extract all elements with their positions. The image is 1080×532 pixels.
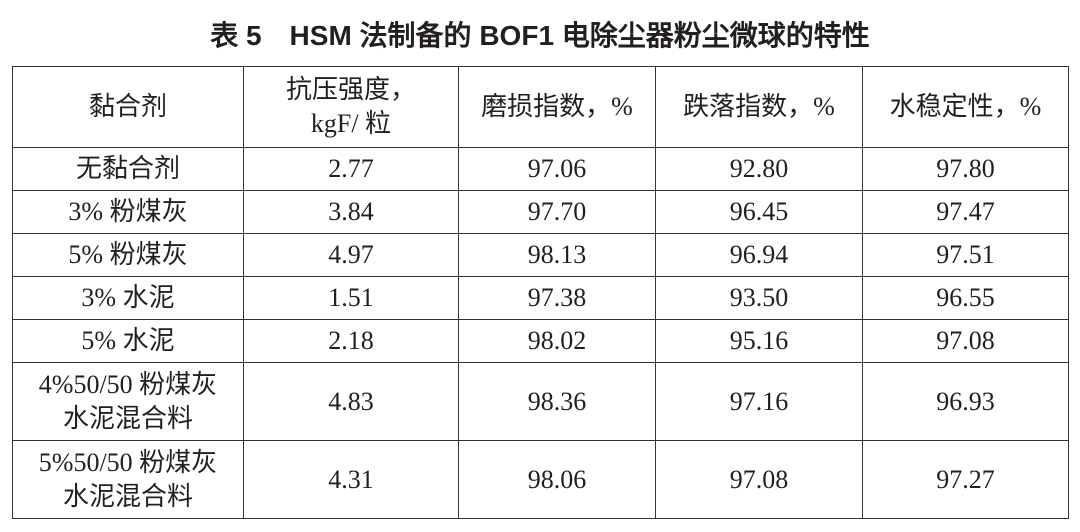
cell-text: 97.70 — [527, 197, 587, 226]
data-cell: 96.45 — [655, 190, 863, 234]
data-cell: 4.31 — [243, 440, 459, 519]
data-cell: 97.27 — [862, 440, 1069, 519]
cell-text: 97.06 — [527, 154, 587, 183]
data-cell: 3.84 — [243, 190, 459, 234]
cell-text: 3% 粉煤灰 — [68, 197, 188, 226]
cell-text: 97.27 — [936, 464, 995, 494]
data-cell: 1.51 — [243, 276, 459, 320]
data-row: 5% 水泥 2.18 98.02 95.16 97.08 — [12, 319, 1069, 363]
data-cell: 97.80 — [862, 147, 1069, 191]
data-cell: 5% 粉煤灰 — [12, 233, 244, 277]
header-cell: 黏合剂 — [12, 66, 244, 148]
cell-text: 97.47 — [936, 197, 995, 226]
data-cell: 5%50/50 粉煤灰水泥混合料 — [12, 440, 244, 519]
cell-text: 跌落指数，% — [683, 92, 835, 121]
cell-text: 98.02 — [527, 326, 587, 355]
data-cell: 98.06 — [458, 440, 656, 519]
data-cell: 97.08 — [655, 440, 863, 519]
data-cell: 4.83 — [243, 362, 459, 441]
data-cell: 4.97 — [243, 233, 459, 277]
cell-text: 4.31 — [328, 464, 374, 494]
cell-text: 96.94 — [729, 240, 789, 269]
cell-text: 2.18 — [328, 326, 374, 355]
data-cell: 96.55 — [862, 276, 1069, 320]
header-cell: 水稳定性，% — [862, 66, 1069, 148]
data-cell: 4%50/50 粉煤灰水泥混合料 — [12, 362, 244, 441]
data-cell: 92.80 — [655, 147, 863, 191]
data-cell: 98.02 — [458, 319, 656, 363]
header-cell: 磨损指数，% — [458, 66, 656, 148]
cell-text: 97.51 — [936, 240, 995, 269]
data-cell: 93.50 — [655, 276, 863, 320]
data-cell: 5% 水泥 — [12, 319, 244, 363]
data-cell: 无黏合剂 — [12, 147, 244, 191]
cell-text: 92.80 — [729, 154, 789, 183]
data-cell: 96.94 — [655, 233, 863, 277]
cell-text: 黏合剂 — [88, 92, 167, 121]
data-row: 无黏合剂 2.77 97.06 92.80 97.80 — [12, 147, 1069, 191]
data-cell: 97.47 — [862, 190, 1069, 234]
data-row: 5% 粉煤灰 4.97 98.13 96.94 97.51 — [12, 233, 1069, 277]
data-cell: 97.70 — [458, 190, 656, 234]
cell-text: 4%50/50 粉煤灰水泥混合料 — [38, 369, 218, 433]
cell-text: 磨损指数，% — [481, 92, 633, 121]
cell-text: 5% 粉煤灰 — [68, 240, 188, 269]
cell-text: 93.50 — [729, 283, 789, 312]
data-cell: 96.93 — [862, 362, 1069, 441]
cell-text: 98.06 — [527, 464, 587, 494]
data-cell: 3% 粉煤灰 — [12, 190, 244, 234]
header-row: 黏合剂 抗压强度，kgF/ 粒 磨损指数，% 跌落指数，% 水稳定性，% — [12, 66, 1069, 148]
data-table: 黏合剂 抗压强度，kgF/ 粒 磨损指数，% 跌落指数，% 水稳定性，% 无黏合剂 2.77… — [12, 66, 1069, 519]
data-cell: 97.08 — [862, 319, 1069, 363]
data-row: 3% 粉煤灰 3.84 97.70 96.45 97.47 — [12, 190, 1069, 234]
table-body: 黏合剂 抗压强度，kgF/ 粒 磨损指数，% 跌落指数，% 水稳定性，% 无黏合剂 2.77… — [12, 66, 1069, 519]
cell-text: 2.77 — [328, 154, 374, 183]
cell-text: 抗压强度，kgF/ 粒 — [285, 75, 416, 138]
data-cell: 97.38 — [458, 276, 656, 320]
data-row: 5%50/50 粉煤灰水泥混合料 4.31 98.06 97.08 97.27 — [12, 440, 1069, 519]
cell-text: 96.45 — [729, 197, 789, 226]
cell-text: 96.93 — [936, 386, 995, 416]
cell-text: 97.08 — [936, 326, 995, 355]
cell-text: 3.84 — [328, 197, 374, 226]
cell-text: 水稳定性，% — [889, 92, 1042, 121]
cell-text: 98.36 — [527, 386, 587, 416]
data-cell: 2.18 — [243, 319, 459, 363]
cell-text: 5%50/50 粉煤灰水泥混合料 — [38, 447, 218, 511]
header-cell: 跌落指数，% — [655, 66, 863, 148]
cell-text: 无黏合剂 — [75, 154, 180, 183]
cell-text: 4.83 — [328, 386, 374, 416]
cell-text: 97.08 — [729, 464, 789, 494]
data-row: 3% 水泥 1.51 97.38 93.50 96.55 — [12, 276, 1069, 320]
header-cell: 抗压强度，kgF/ 粒 — [243, 66, 459, 148]
data-row: 4%50/50 粉煤灰水泥混合料 4.83 98.36 97.16 96.93 — [12, 362, 1069, 441]
data-cell: 97.06 — [458, 147, 656, 191]
data-cell: 98.13 — [458, 233, 656, 277]
cell-text: 97.38 — [527, 283, 587, 312]
cell-text: 97.16 — [729, 386, 789, 416]
data-cell: 97.51 — [862, 233, 1069, 277]
data-cell: 95.16 — [655, 319, 863, 363]
data-cell: 98.36 — [458, 362, 656, 441]
cell-text: 1.51 — [328, 283, 374, 312]
data-cell: 2.77 — [243, 147, 459, 191]
cell-text: 4.97 — [328, 240, 374, 269]
cell-text: 3% 水泥 — [81, 283, 175, 312]
data-cell: 97.16 — [655, 362, 863, 441]
data-cell: 3% 水泥 — [12, 276, 244, 320]
table-title: 表 5 HSM 法制备的 BOF1 电除尘器粉尘微球的特性 — [210, 20, 870, 51]
cell-text: 96.55 — [936, 283, 995, 312]
cell-text: 5% 水泥 — [81, 326, 175, 355]
cell-text: 97.80 — [936, 154, 995, 183]
cell-text: 95.16 — [729, 326, 789, 355]
cell-text: 98.13 — [527, 240, 587, 269]
